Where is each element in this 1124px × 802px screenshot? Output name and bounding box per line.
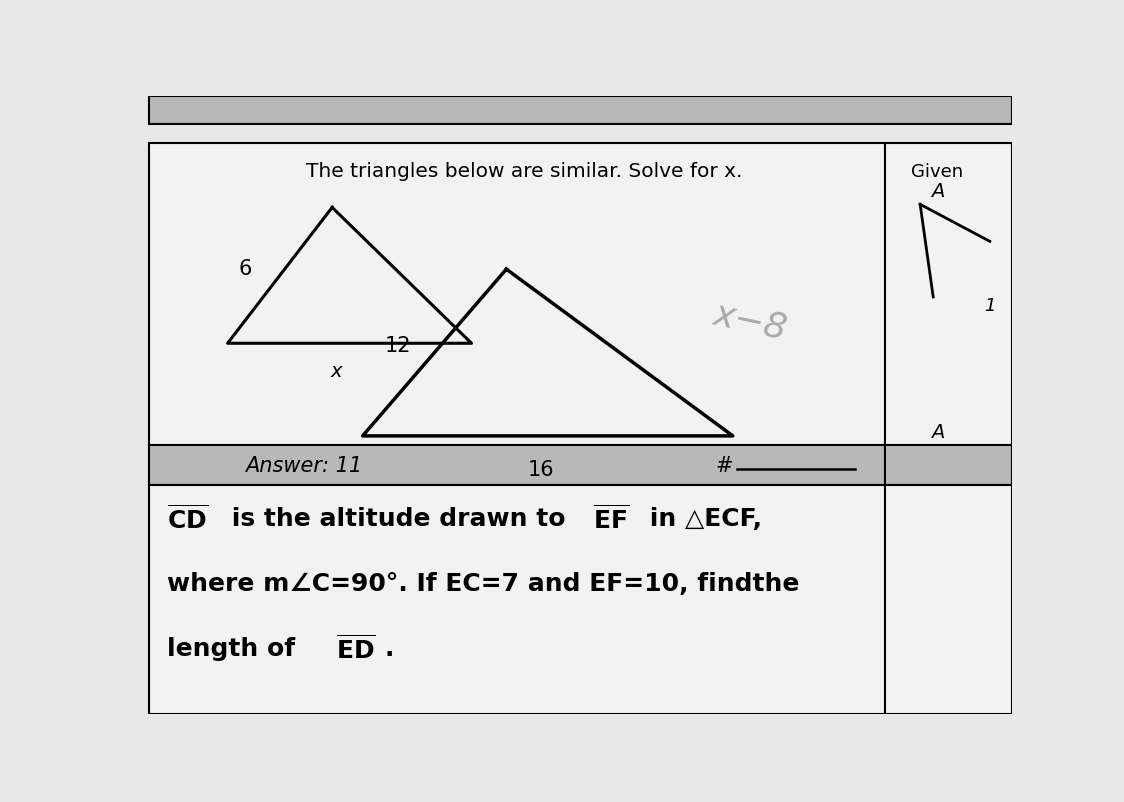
Text: The triangles below are similar. Solve for x.: The triangles below are similar. Solve f…	[306, 162, 742, 181]
Text: where m∠C=90°. If EC=7 and EF=10, findthe: where m∠C=90°. If EC=7 and EF=10, findth…	[166, 572, 799, 596]
Text: Answer: 11: Answer: 11	[245, 456, 362, 476]
Bar	[149, 96, 1012, 124]
Bar	[149, 485, 886, 714]
Text: 16: 16	[528, 460, 554, 480]
Bar	[886, 143, 1012, 445]
Text: #: #	[715, 456, 733, 476]
Text: $\overline{\mathbf{ED}}$: $\overline{\mathbf{ED}}$	[336, 634, 377, 663]
Text: x: x	[330, 362, 342, 380]
Text: 12: 12	[384, 336, 410, 356]
Bar	[886, 445, 1012, 485]
Text: x−8: x−8	[710, 298, 790, 346]
Bar	[149, 143, 886, 445]
Text: is the altitude drawn to: is the altitude drawn to	[224, 507, 574, 531]
Text: A: A	[931, 423, 944, 442]
Text: Given: Given	[912, 163, 963, 180]
Text: .: .	[384, 637, 393, 661]
Text: 1: 1	[985, 298, 996, 315]
Bar	[149, 445, 886, 485]
Text: length of: length of	[166, 637, 303, 661]
Bar	[886, 485, 1012, 714]
Text: $\overline{\mathbf{CD}}$: $\overline{\mathbf{CD}}$	[166, 504, 208, 533]
Text: 6: 6	[238, 259, 252, 279]
Text: $\overline{\mathbf{EF}}$: $\overline{\mathbf{EF}}$	[593, 504, 629, 533]
Text: A: A	[931, 183, 944, 201]
Text: in △ECF,: in △ECF,	[642, 507, 762, 531]
